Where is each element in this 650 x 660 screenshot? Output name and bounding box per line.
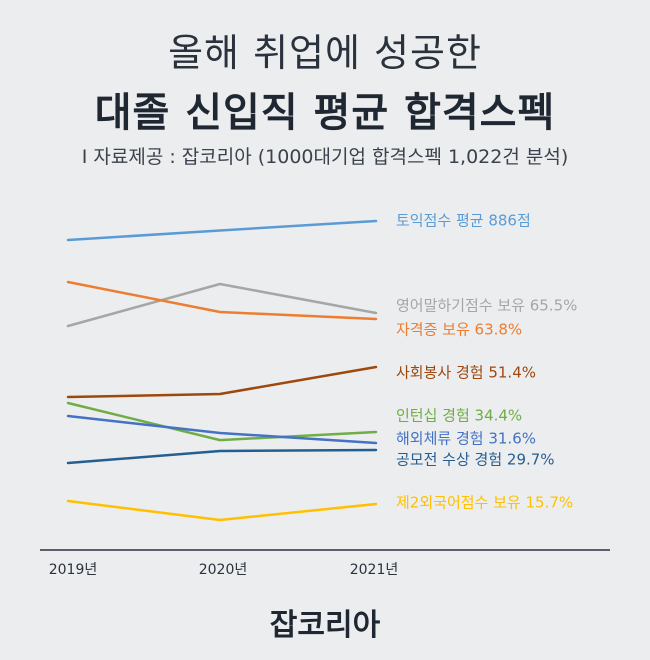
x-tick-label: 2020년 [199,562,248,578]
series-label-1: 토익점수 평균 886점 [396,212,531,230]
x-tick-label: 2019년 [49,562,98,578]
series-label-6: 해외체류 경험 31.6% [396,430,536,448]
series-label-3: 자격증 보유 63.8% [396,321,522,339]
series-line-6 [66,414,378,445]
series-line-3 [66,280,378,321]
jobkorea-logo: 잡코리아 [269,608,381,643]
series-line-8 [66,499,378,522]
series-label-5: 인턴십 경험 34.4% [396,407,522,425]
series-line-5 [66,401,378,442]
series-line-7 [66,448,378,465]
series-label-8: 제2외국어점수 보유 15.7% [396,494,573,512]
series-label-7: 공모전 수상 경험 29.7% [396,451,555,469]
series-label-4: 사회봉사 경험 51.4% [396,364,536,382]
title-line-1: 올해 취업에 성공한 [168,31,482,75]
title-line-2: 대졸 신입직 평균 합격스펙 [94,90,556,136]
source-note: I 자료제공 : 잡코리아 (1000대기업 합격스펙 1,022건 분석) [81,146,569,168]
series-line-1 [66,219,378,242]
series-label-2: 영어말하기점수 보유 65.5% [396,297,577,315]
series-line-4 [66,365,378,399]
series-line-2 [66,282,378,328]
x-tick-label: 2021년 [350,562,399,578]
